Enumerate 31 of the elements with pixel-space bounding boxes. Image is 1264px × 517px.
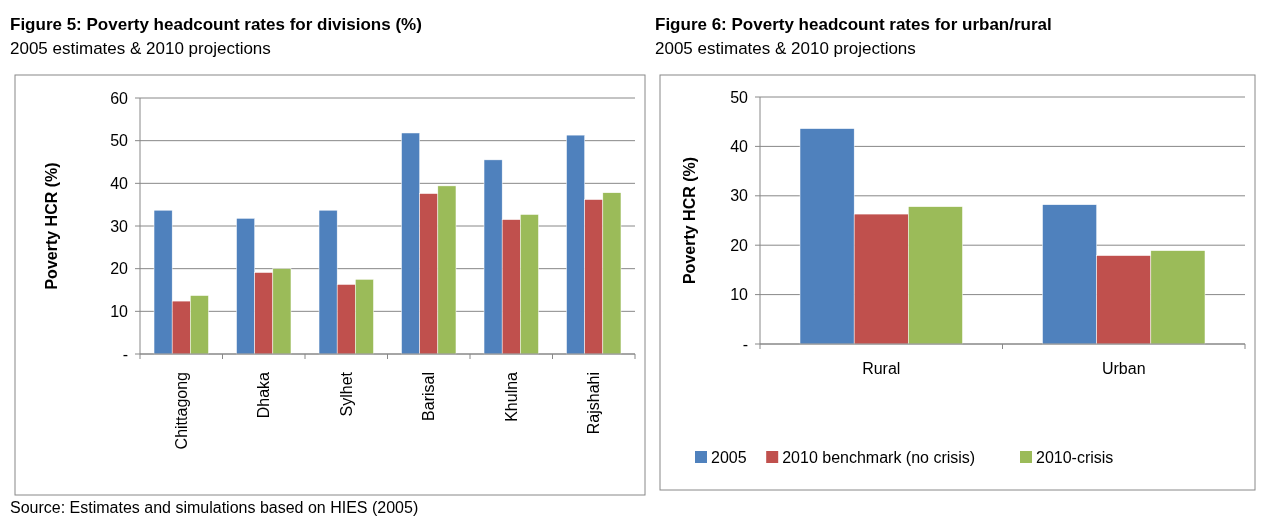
y-tick-label: - [742, 335, 748, 353]
chart-subtitle: 2005 estimates & 2010 projections [655, 39, 916, 58]
chart-title: Figure 5: Poverty headcount rates for divisions (%) [10, 15, 422, 34]
y-tick-label: 20 [110, 260, 129, 278]
x-tick-label: Chittagong [172, 372, 190, 450]
y-tick-label: 40 [730, 138, 749, 155]
legend-label: 2005 [711, 448, 747, 466]
chart-subtitle: 2005 estimates & 2010 projections [10, 39, 271, 58]
x-tick-label: Dhaka [255, 371, 273, 419]
y-tick-label: 20 [730, 236, 749, 254]
x-tick-label: Rural [862, 360, 901, 377]
y-tick-label: 30 [110, 217, 129, 235]
chart-title: Figure 6: Poverty headcount rates for urban/rural [655, 15, 1052, 34]
y-tick-label: 30 [730, 187, 749, 205]
y-tick-label: 10 [730, 286, 749, 304]
y-tick-label: 50 [110, 132, 129, 150]
y-tick-label: 60 [110, 89, 129, 107]
y-axis-title: Poverty HCR (%) [43, 162, 60, 290]
legend-label: 2010-crisis [1036, 448, 1114, 466]
legend-label: 2010 benchmark (no crisis) [782, 448, 976, 466]
source-note: Source: Estimates and simulations based on HIES (2005) [10, 499, 419, 516]
y-tick-label: 40 [110, 174, 129, 192]
y-tick-label: - [122, 345, 128, 363]
y-axis-title: Poverty HCR (%) [681, 156, 698, 285]
x-tick-label: Khulna [502, 371, 520, 422]
x-tick-label: Rajshahi [585, 372, 603, 435]
y-tick-label: 10 [110, 302, 129, 320]
x-tick-label: Urban [1101, 360, 1146, 377]
x-tick-label: Barisal [420, 372, 438, 421]
x-tick-label: Sylhet [337, 371, 355, 417]
y-tick-label: 50 [730, 88, 749, 106]
